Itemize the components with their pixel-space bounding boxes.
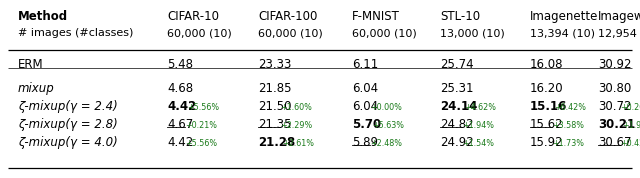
Text: +1.94%: +1.94% [462,121,494,130]
Text: +5.56%: +5.56% [185,138,217,148]
Text: 4.42: 4.42 [167,100,196,113]
Text: 30.80: 30.80 [598,82,631,95]
Text: +2.61%: +2.61% [283,138,315,148]
Text: +0.26%: +0.26% [620,103,640,112]
Text: 15.92: 15.92 [530,136,564,149]
Text: 25.31: 25.31 [440,82,474,95]
Text: +0.00%: +0.00% [370,103,401,112]
Text: 16.08: 16.08 [530,58,563,71]
Text: 24.92: 24.92 [440,136,474,149]
Text: +0.21%: +0.21% [185,121,217,130]
Text: +1.60%: +1.60% [280,103,312,112]
Text: Imagewoof: Imagewoof [598,10,640,23]
Text: +2.48%: +2.48% [370,138,402,148]
Text: +6.42%: +6.42% [555,103,587,112]
Text: 6.04: 6.04 [352,100,378,113]
Text: 16.20: 16.20 [530,82,564,95]
Text: 60,000 (10): 60,000 (10) [352,28,417,38]
Text: +4.62%: +4.62% [465,103,497,112]
Text: 5.48: 5.48 [167,58,193,71]
Text: 21.28: 21.28 [258,136,295,149]
Text: 15.62: 15.62 [530,118,564,131]
Text: 30.67: 30.67 [598,136,632,149]
Text: 13,394 (10): 13,394 (10) [530,28,595,38]
Text: 12,954 (10): 12,954 (10) [598,28,640,38]
Text: 60,000 (10): 60,000 (10) [167,28,232,38]
Text: +1.73%: +1.73% [552,138,584,148]
Text: 13,000 (10): 13,000 (10) [440,28,505,38]
Text: ζ-mixup(γ = 2.8): ζ-mixup(γ = 2.8) [18,118,118,131]
Text: # images (#classes): # images (#classes) [18,28,133,38]
Text: +3.58%: +3.58% [552,121,584,130]
Text: 23.33: 23.33 [258,58,291,71]
Text: 21.35: 21.35 [258,118,291,131]
Text: ζ-mixup(γ = 2.4): ζ-mixup(γ = 2.4) [18,100,118,113]
Text: Method: Method [18,10,68,23]
Text: 30.21: 30.21 [598,118,635,131]
Text: 21.85: 21.85 [258,82,291,95]
Text: +2.29%: +2.29% [280,121,312,130]
Text: 25.74: 25.74 [440,58,474,71]
Text: 24.82: 24.82 [440,118,474,131]
Text: +0.42%: +0.42% [620,138,640,148]
Text: 15.16: 15.16 [530,100,568,113]
Text: F-MNIST: F-MNIST [352,10,400,23]
Text: +5.63%: +5.63% [372,121,404,130]
Text: 4.42: 4.42 [167,136,193,149]
Text: 5.89: 5.89 [352,136,378,149]
Text: Imagenette: Imagenette [530,10,598,23]
Text: 4.68: 4.68 [167,82,193,95]
Text: +1.54%: +1.54% [462,138,494,148]
Text: ζ-mixup(γ = 4.0): ζ-mixup(γ = 4.0) [18,136,118,149]
Text: STL-10: STL-10 [440,10,480,23]
Text: 6.11: 6.11 [352,58,378,71]
Text: +5.56%: +5.56% [187,103,219,112]
Text: 30.92: 30.92 [598,58,632,71]
Text: 60,000 (10): 60,000 (10) [258,28,323,38]
Text: CIFAR-100: CIFAR-100 [258,10,317,23]
Text: 6.04: 6.04 [352,82,378,95]
Text: mixup: mixup [18,82,55,95]
Text: ERM: ERM [18,58,44,71]
Text: CIFAR-10: CIFAR-10 [167,10,219,23]
Text: +1.92%: +1.92% [623,121,640,130]
Text: 5.70: 5.70 [352,118,381,131]
Text: 4.67: 4.67 [167,118,193,131]
Text: 30.72: 30.72 [598,100,632,113]
Text: 24.14: 24.14 [440,100,477,113]
Text: 21.50: 21.50 [258,100,291,113]
